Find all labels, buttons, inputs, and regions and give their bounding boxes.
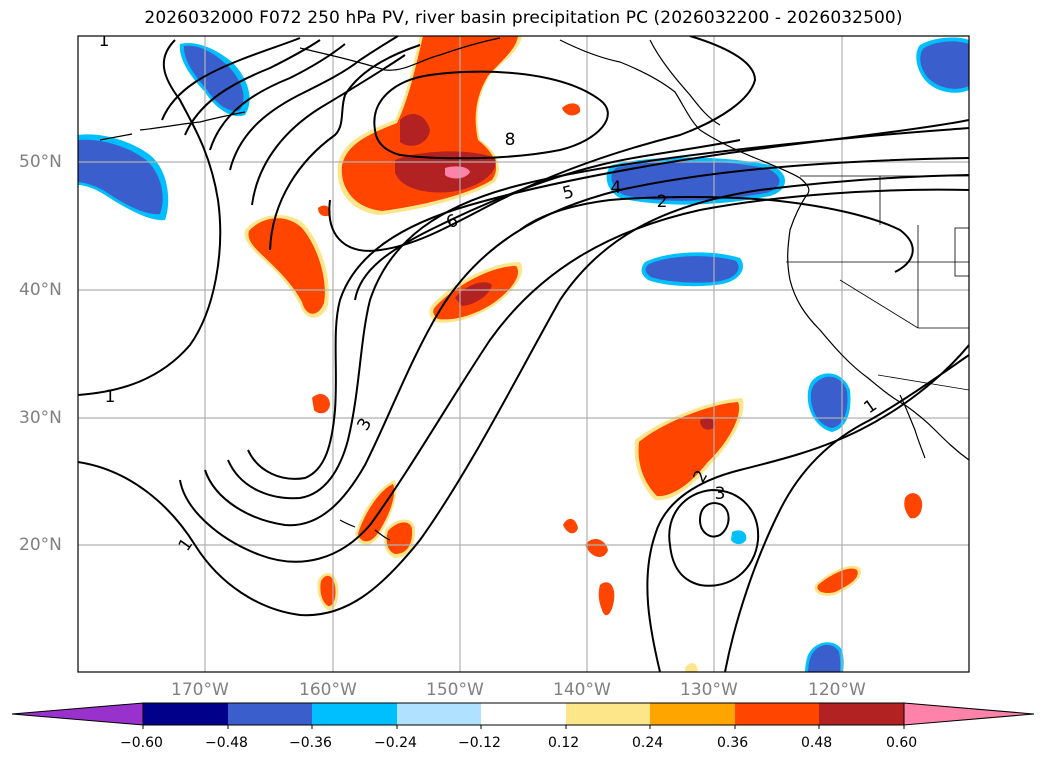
pv-contour-line: [78, 39, 222, 396]
precip-blob-blue: [183, 45, 244, 111]
colorbar-extend-high: [903, 702, 1035, 726]
lon-label-120w: 120°W: [808, 680, 866, 700]
contour-label: 3: [715, 484, 726, 504]
pv-contour-line: [373, 70, 609, 160]
contour-label: 2: [657, 192, 668, 212]
map-area: 1 1 1 1 2 2 3 3 4 5 6 8: [78, 31, 969, 672]
precip-blob-blue: [808, 644, 841, 672]
pv-contour-line: [251, 54, 406, 206]
colorbar-tick-label: 0.36: [717, 735, 749, 751]
pv-contour-line: [328, 36, 757, 252]
precip-blob-red: [904, 493, 923, 519]
precip-blob-red: [445, 166, 470, 179]
precip-blob-blue: [810, 376, 848, 428]
precip-blob-red: [312, 394, 330, 414]
precip-blob-blue: [920, 41, 969, 89]
precip-blob-red: [562, 103, 581, 116]
chart-title: 2026032000 F072 250 hPa PV, river basin …: [144, 8, 903, 28]
precip-blob-red: [455, 282, 492, 306]
pv-contour-line: [229, 36, 399, 171]
precip-blob-red: [386, 522, 413, 554]
colorbar-tick-label: −0.48: [205, 735, 248, 751]
colorbar-segment: [819, 703, 904, 725]
pv-contour-line: [269, 44, 421, 251]
precip-blob-blue: [731, 530, 747, 545]
precip-blob-red: [318, 205, 331, 217]
lon-label-150w: 150°W: [426, 680, 484, 700]
lon-label-170w: 170°W: [171, 680, 229, 700]
colorbar-tick-label: −0.60: [120, 735, 163, 751]
precip-blob-red: [685, 663, 698, 672]
negative-precip-areas: [78, 37, 969, 672]
pv-contour-line: [184, 39, 321, 136]
contour-label: 5: [560, 182, 576, 204]
colorbar-tick-label: 0.48: [801, 735, 833, 751]
precip-blob-blue: [645, 256, 739, 283]
precip-blob-red: [585, 538, 608, 557]
pv-contour-line: [209, 43, 346, 151]
colorbar-tick-label: 0.60: [886, 735, 918, 751]
colorbar-segment: [481, 703, 566, 725]
map-frame: [77, 35, 970, 673]
pv-contour-line: [646, 344, 969, 672]
pv-contour-line: [698, 502, 730, 538]
lon-label-140w: 140°W: [553, 680, 611, 700]
colorbar-tick-label: −0.12: [458, 735, 501, 751]
contour-label: 1: [105, 387, 116, 407]
precip-blob-red: [400, 114, 430, 146]
lat-label-30n: 30°N: [19, 408, 62, 428]
colorbar-tick-label: −0.36: [289, 735, 332, 751]
precip-blob-red: [817, 568, 858, 594]
colorbar-segment: [143, 703, 228, 725]
colorbar-segment: [650, 703, 735, 725]
pv-contour-line: [247, 119, 969, 480]
lat-label-40n: 40°N: [19, 280, 62, 300]
precip-blob-red: [598, 582, 615, 616]
lon-label-130w: 130°W: [680, 680, 738, 700]
precip-blob-red: [563, 518, 578, 534]
colorbar-segment: [397, 703, 481, 725]
contour-label: 1: [99, 31, 110, 51]
precip-blob-red: [320, 575, 336, 607]
political-borders: [786, 175, 969, 391]
graticule: [78, 36, 969, 672]
pv-contour-line: [161, 37, 301, 121]
colorbar-segment: [735, 703, 819, 725]
colorbar-segment: [312, 703, 397, 725]
contour-label: 8: [505, 130, 516, 150]
pv-contour-line: [519, 196, 914, 273]
contour-label: 4: [611, 178, 622, 198]
lat-label-50n: 50°N: [19, 152, 62, 172]
colorbar-extend-low: [11, 702, 144, 726]
colorbar: [11, 702, 1035, 729]
colorbar-tick-label: −0.24: [374, 735, 417, 751]
precip-blob-red: [700, 418, 716, 430]
pv-contours: [78, 36, 969, 672]
pv-contour-line: [204, 157, 969, 527]
pv-contour-line: [78, 174, 969, 617]
colorbar-segment: [228, 703, 312, 725]
pv-contour-line: [354, 139, 741, 301]
colorbar-tick-label: 0.12: [548, 735, 580, 751]
pv-contour-line: [724, 354, 969, 672]
colorbar-tick-label: 0.24: [632, 735, 664, 751]
pv-contour-line: [668, 488, 760, 587]
lat-label-20n: 20°N: [19, 535, 62, 555]
lon-label-160w: 160°W: [299, 680, 357, 700]
colorbar-segment: [566, 703, 650, 725]
precip-blob-blue: [78, 139, 163, 215]
